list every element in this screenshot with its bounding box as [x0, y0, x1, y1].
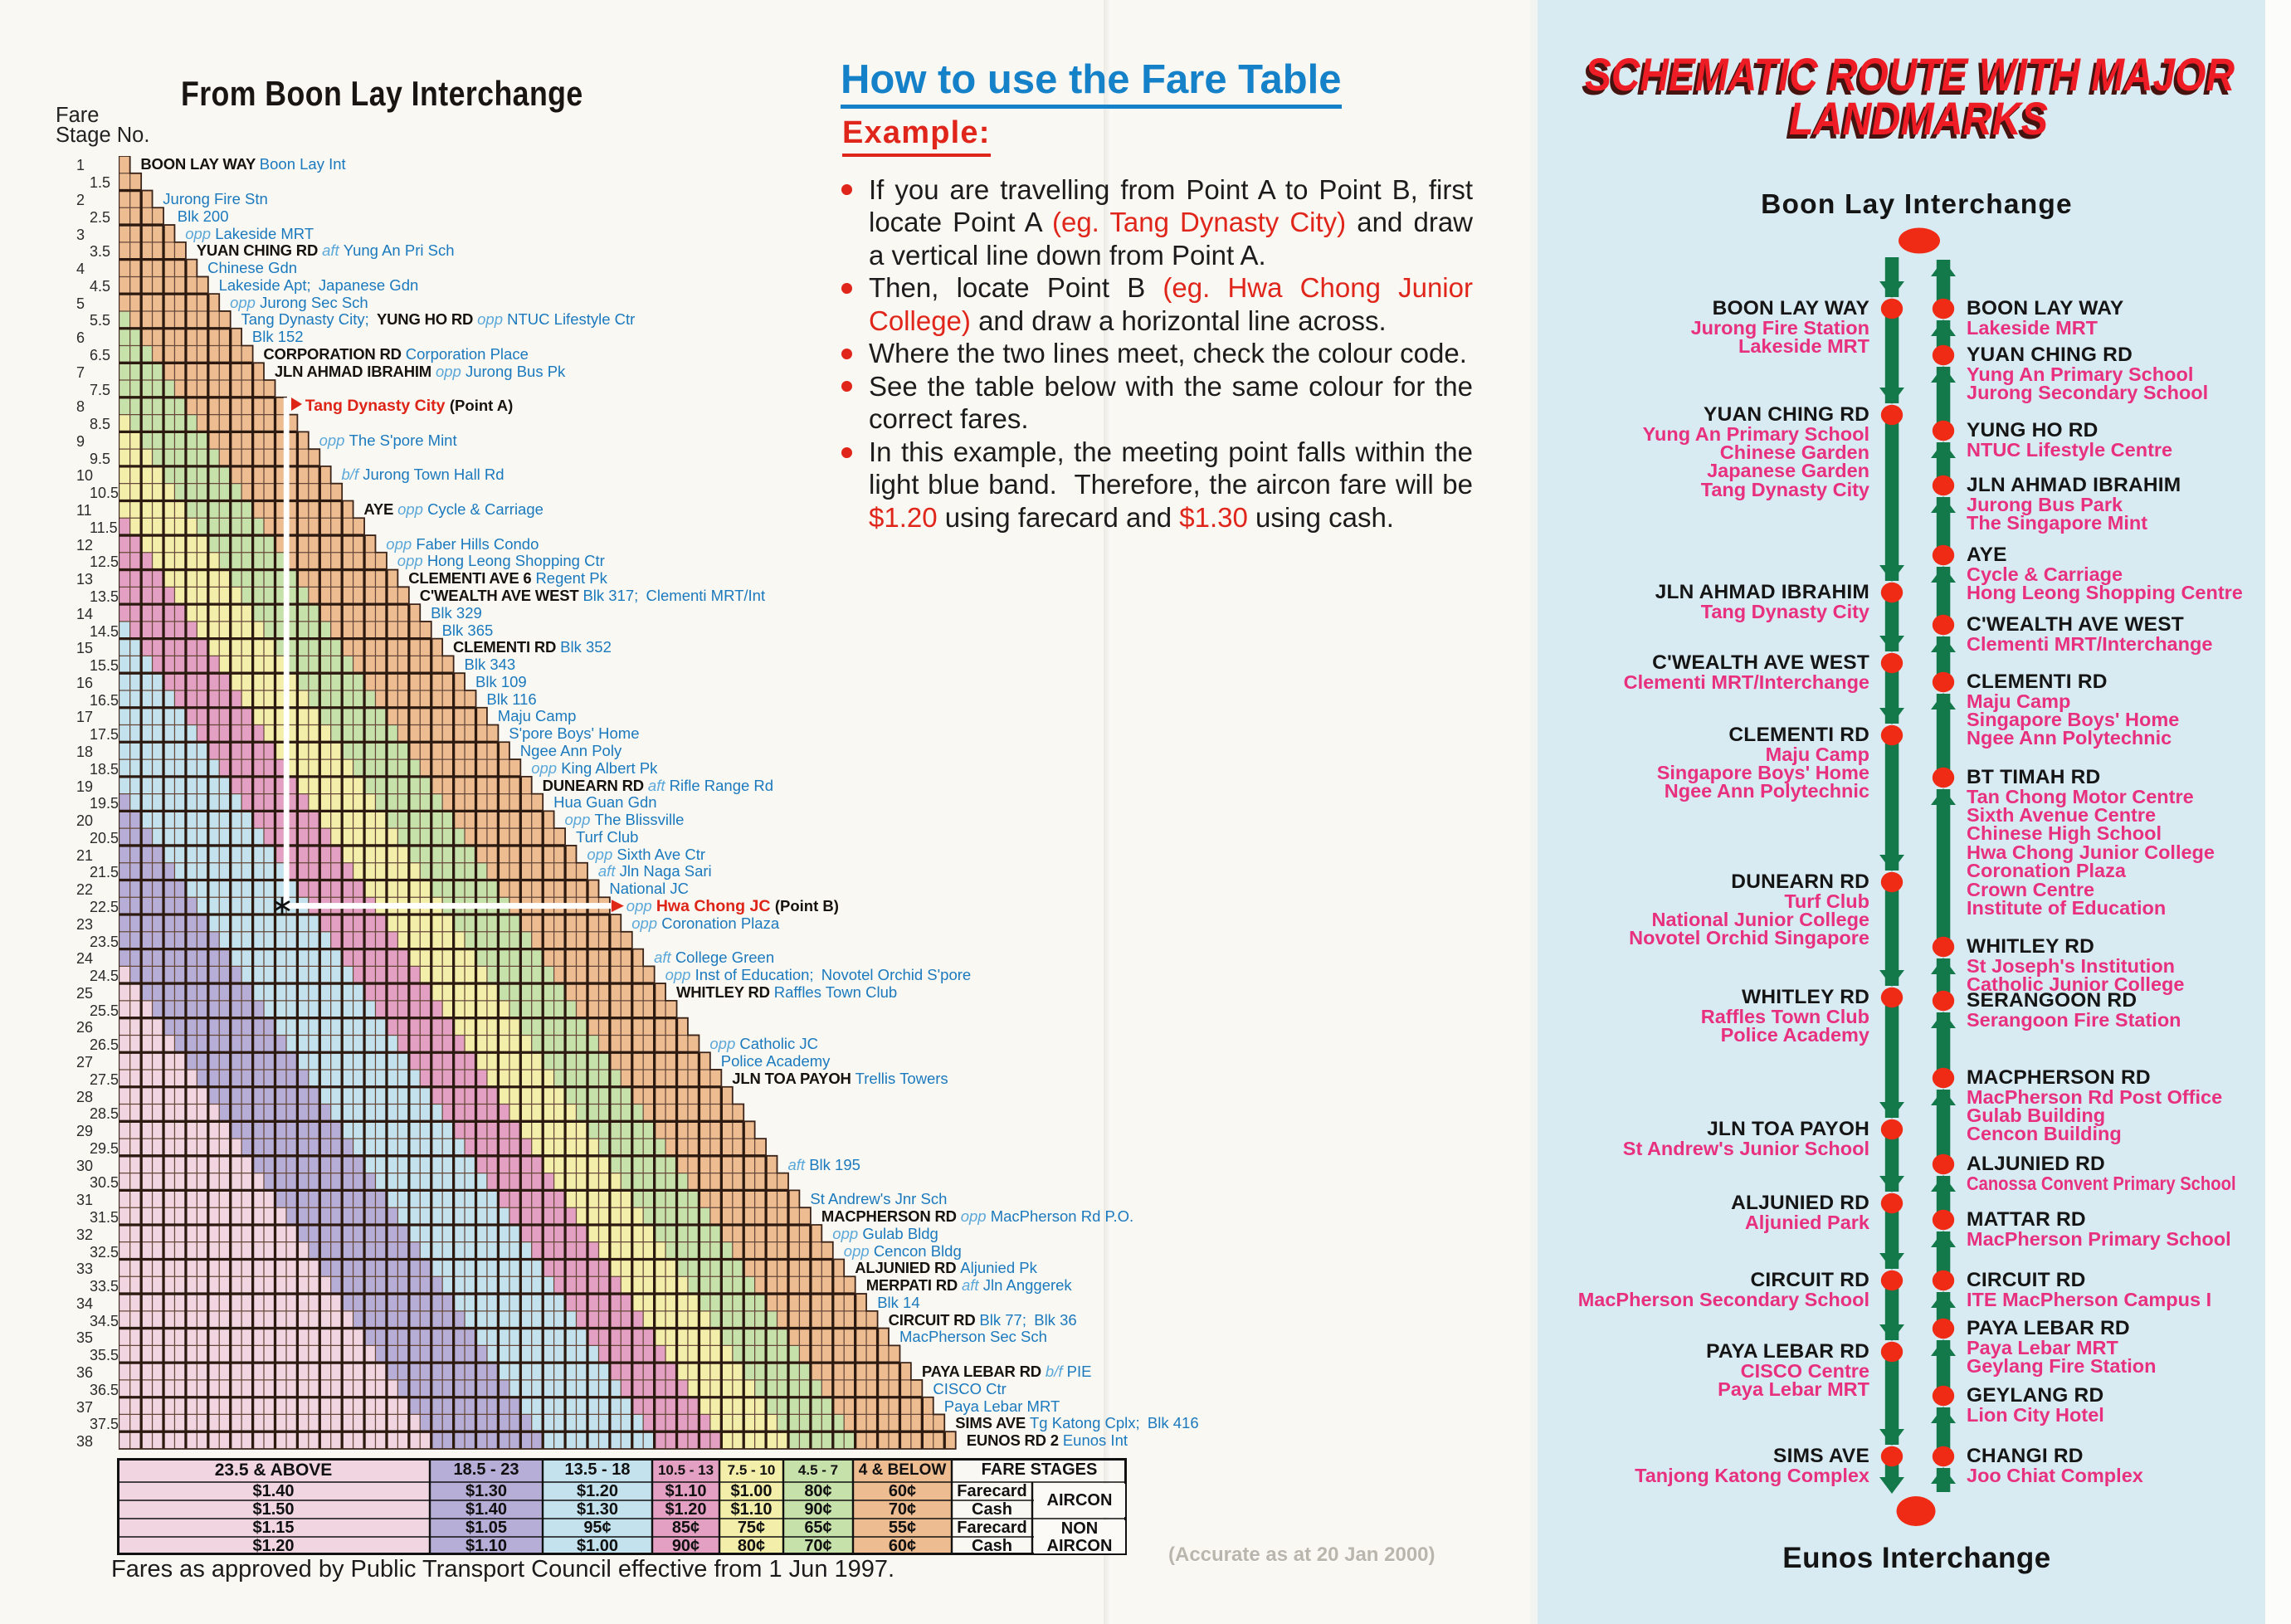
svg-text:LANDMARKS: LANDMARKS	[1789, 92, 2048, 144]
svg-text:LANDMARKS: LANDMARKS	[1786, 96, 2045, 149]
svg-text:SCHEMATIC ROUTE WITH MAJOR: SCHEMATIC ROUTE WITH MAJOR	[1585, 48, 2235, 100]
svg-text:SCHEMATIC ROUTE WITH MAJOR: SCHEMATIC ROUTE WITH MAJOR	[1582, 52, 2231, 105]
